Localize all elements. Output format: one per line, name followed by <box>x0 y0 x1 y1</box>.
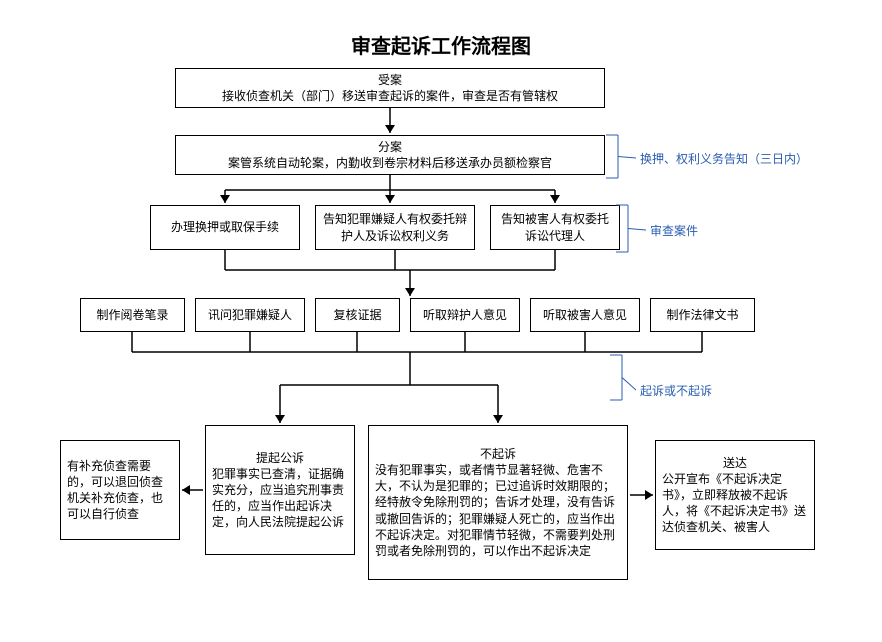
node-n5b-text: 犯罪事实已查清，证据确实充分，应当追究刑事责任的，应当作出起诉决定，向人民法院提… <box>212 466 348 531</box>
node-n5b-header: 提起公诉 <box>256 450 304 466</box>
diagram-title: 审查起诉工作流程图 <box>0 30 882 59</box>
node-n5b: 提起公诉犯罪事实已查清，证据确实充分，应当追究刑事责任的，应当作出起诉决定，向人… <box>205 425 355 555</box>
node-n4f-text: 制作法律文书 <box>666 307 738 323</box>
node-n5d-header: 送达 <box>723 455 747 471</box>
node-n2-header: 分案 <box>378 139 402 155</box>
node-n4f: 制作法律文书 <box>650 298 755 332</box>
node-n1-text: 接收侦查机关（部门）移送审查起诉的案件，审查是否有管辖权 <box>222 88 558 104</box>
node-n3b: 告知犯罪嫌疑人有权委托辩护人及诉讼权利义务 <box>315 205 475 250</box>
node-n5d: 送达公开宣布《不起诉决定书》，立即释放被不起诉人，将《不起诉决定书》送达侦查机关… <box>655 440 815 550</box>
node-n5a-text: 有补充侦查需要的，可以退回侦查机关补充侦查，也可以自行侦查 <box>67 458 173 523</box>
annotation-0: 换押、权利义务告知（三日内） <box>640 150 808 167</box>
node-n5c-header: 不起诉 <box>480 446 516 462</box>
node-n5c-text: 没有犯罪事实，或者情节显著轻微、危害不大，不认为是犯罪的；已过追诉时效期限的；经… <box>375 462 621 559</box>
node-n4e-text: 听取被害人意见 <box>543 307 627 323</box>
node-n4e: 听取被害人意见 <box>530 298 640 332</box>
node-n1-header: 受案 <box>378 72 402 88</box>
node-n2: 分案案管系统自动轮案，内勤收到卷宗材料后移送承办员额检察官 <box>175 135 605 175</box>
node-n4c-text: 复核证据 <box>333 307 381 323</box>
node-n4a-text: 制作阅卷笔录 <box>96 307 168 323</box>
node-n5d-text: 公开宣布《不起诉决定书》，立即释放被不起诉人，将《不起诉决定书》送达侦查机关、被… <box>662 471 808 536</box>
node-n4b: 讯问犯罪嫌疑人 <box>195 298 305 332</box>
node-n3a: 办理换押或取保手续 <box>150 205 300 250</box>
annotation-1: 审查案件 <box>650 222 698 239</box>
node-n3a-text: 办理换押或取保手续 <box>171 219 279 235</box>
node-n4d-text: 听取辩护人意见 <box>423 307 507 323</box>
node-n5a: 有补充侦查需要的，可以退回侦查机关补充侦查，也可以自行侦查 <box>60 440 180 540</box>
node-n2-text: 案管系统自动轮案，内勤收到卷宗材料后移送承办员额检察官 <box>228 155 552 171</box>
annotation-2: 起诉或不起诉 <box>640 382 712 399</box>
node-n4d: 听取辩护人意见 <box>410 298 520 332</box>
node-n4c: 复核证据 <box>315 298 400 332</box>
node-n5c: 不起诉没有犯罪事实，或者情节显著轻微、危害不大，不认为是犯罪的；已过追诉时效期限… <box>368 425 628 580</box>
node-n3b-text: 告知犯罪嫌疑人有权委托辩护人及诉讼权利义务 <box>322 211 468 243</box>
node-n3c-text: 告知被害人有权委托诉讼代理人 <box>497 211 613 243</box>
node-n4b-text: 讯问犯罪嫌疑人 <box>208 307 292 323</box>
node-n1: 受案接收侦查机关（部门）移送审查起诉的案件，审查是否有管辖权 <box>175 68 605 108</box>
node-n3c: 告知被害人有权委托诉讼代理人 <box>490 205 620 250</box>
node-n4a: 制作阅卷笔录 <box>80 298 185 332</box>
